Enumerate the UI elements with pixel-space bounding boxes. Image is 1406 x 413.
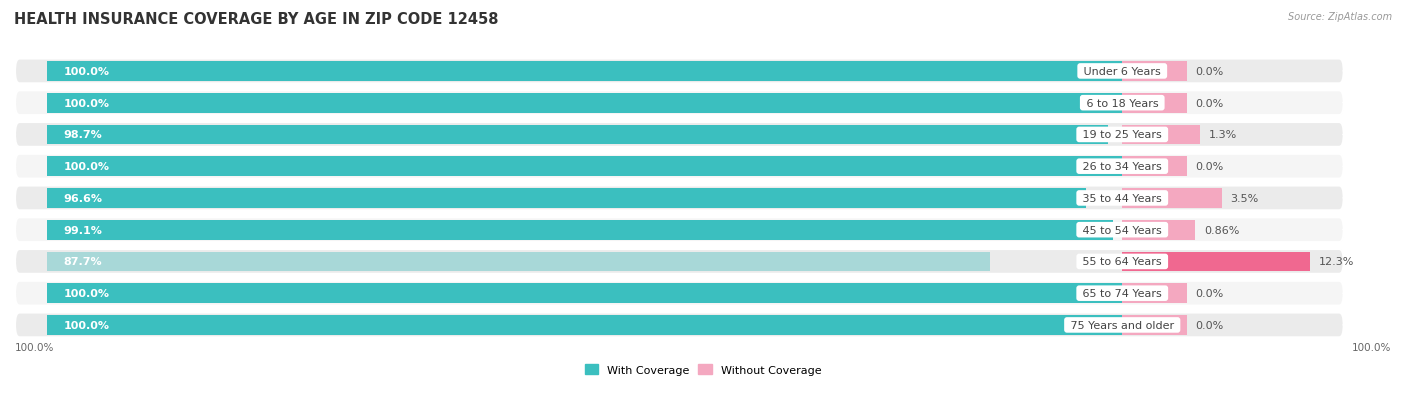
Bar — [48, 62, 1122, 82]
Text: 55 to 64 Years: 55 to 64 Years — [1080, 257, 1166, 267]
FancyBboxPatch shape — [15, 249, 1344, 274]
Text: 26 to 34 Years: 26 to 34 Years — [1080, 162, 1166, 172]
Text: 100.0%: 100.0% — [63, 98, 110, 109]
Text: 0.0%: 0.0% — [1195, 67, 1223, 77]
Text: Under 6 Years: Under 6 Years — [1080, 67, 1164, 77]
Bar — [1122, 62, 1187, 82]
Bar — [1122, 315, 1187, 335]
Bar — [48, 315, 1122, 335]
Bar — [1122, 125, 1199, 145]
Text: Source: ZipAtlas.com: Source: ZipAtlas.com — [1288, 12, 1392, 22]
Bar — [1122, 157, 1187, 177]
Bar — [48, 252, 990, 272]
FancyBboxPatch shape — [15, 218, 1344, 242]
Text: 0.0%: 0.0% — [1195, 98, 1223, 109]
Bar — [1122, 94, 1187, 113]
Bar — [48, 94, 1122, 113]
FancyBboxPatch shape — [15, 123, 1344, 147]
FancyBboxPatch shape — [15, 59, 1344, 84]
Text: 35 to 44 Years: 35 to 44 Years — [1080, 193, 1166, 204]
Text: 99.1%: 99.1% — [63, 225, 103, 235]
Text: 100.0%: 100.0% — [63, 289, 110, 299]
FancyBboxPatch shape — [15, 186, 1344, 211]
Legend: With Coverage, Without Coverage: With Coverage, Without Coverage — [581, 360, 825, 380]
Bar — [1122, 189, 1222, 208]
FancyBboxPatch shape — [15, 281, 1344, 306]
Text: 0.0%: 0.0% — [1195, 320, 1223, 330]
Text: 65 to 74 Years: 65 to 74 Years — [1080, 289, 1166, 299]
Bar — [48, 220, 1112, 240]
Text: 100.0%: 100.0% — [15, 342, 55, 351]
Text: 1.3%: 1.3% — [1208, 130, 1237, 140]
Text: 100.0%: 100.0% — [63, 67, 110, 77]
Bar — [48, 125, 1108, 145]
Text: 0.86%: 0.86% — [1204, 225, 1239, 235]
Text: 3.5%: 3.5% — [1230, 193, 1258, 204]
Text: 19 to 25 Years: 19 to 25 Years — [1080, 130, 1166, 140]
Text: 0.0%: 0.0% — [1195, 289, 1223, 299]
Text: 98.7%: 98.7% — [63, 130, 103, 140]
Bar — [48, 157, 1122, 177]
Bar — [1122, 284, 1187, 303]
Text: HEALTH INSURANCE COVERAGE BY AGE IN ZIP CODE 12458: HEALTH INSURANCE COVERAGE BY AGE IN ZIP … — [14, 12, 499, 27]
Text: 100.0%: 100.0% — [63, 320, 110, 330]
Bar — [1122, 220, 1195, 240]
Text: 12.3%: 12.3% — [1319, 257, 1354, 267]
Bar — [1122, 252, 1310, 272]
Bar — [48, 284, 1122, 303]
FancyBboxPatch shape — [15, 313, 1344, 337]
Text: 100.0%: 100.0% — [1351, 342, 1391, 351]
FancyBboxPatch shape — [15, 154, 1344, 179]
Text: 45 to 54 Years: 45 to 54 Years — [1080, 225, 1166, 235]
Text: 0.0%: 0.0% — [1195, 162, 1223, 172]
Bar — [48, 189, 1085, 208]
Text: 6 to 18 Years: 6 to 18 Years — [1083, 98, 1161, 109]
Text: 100.0%: 100.0% — [63, 162, 110, 172]
Text: 87.7%: 87.7% — [63, 257, 103, 267]
Text: 75 Years and older: 75 Years and older — [1067, 320, 1178, 330]
FancyBboxPatch shape — [15, 91, 1344, 116]
Text: 96.6%: 96.6% — [63, 193, 103, 204]
